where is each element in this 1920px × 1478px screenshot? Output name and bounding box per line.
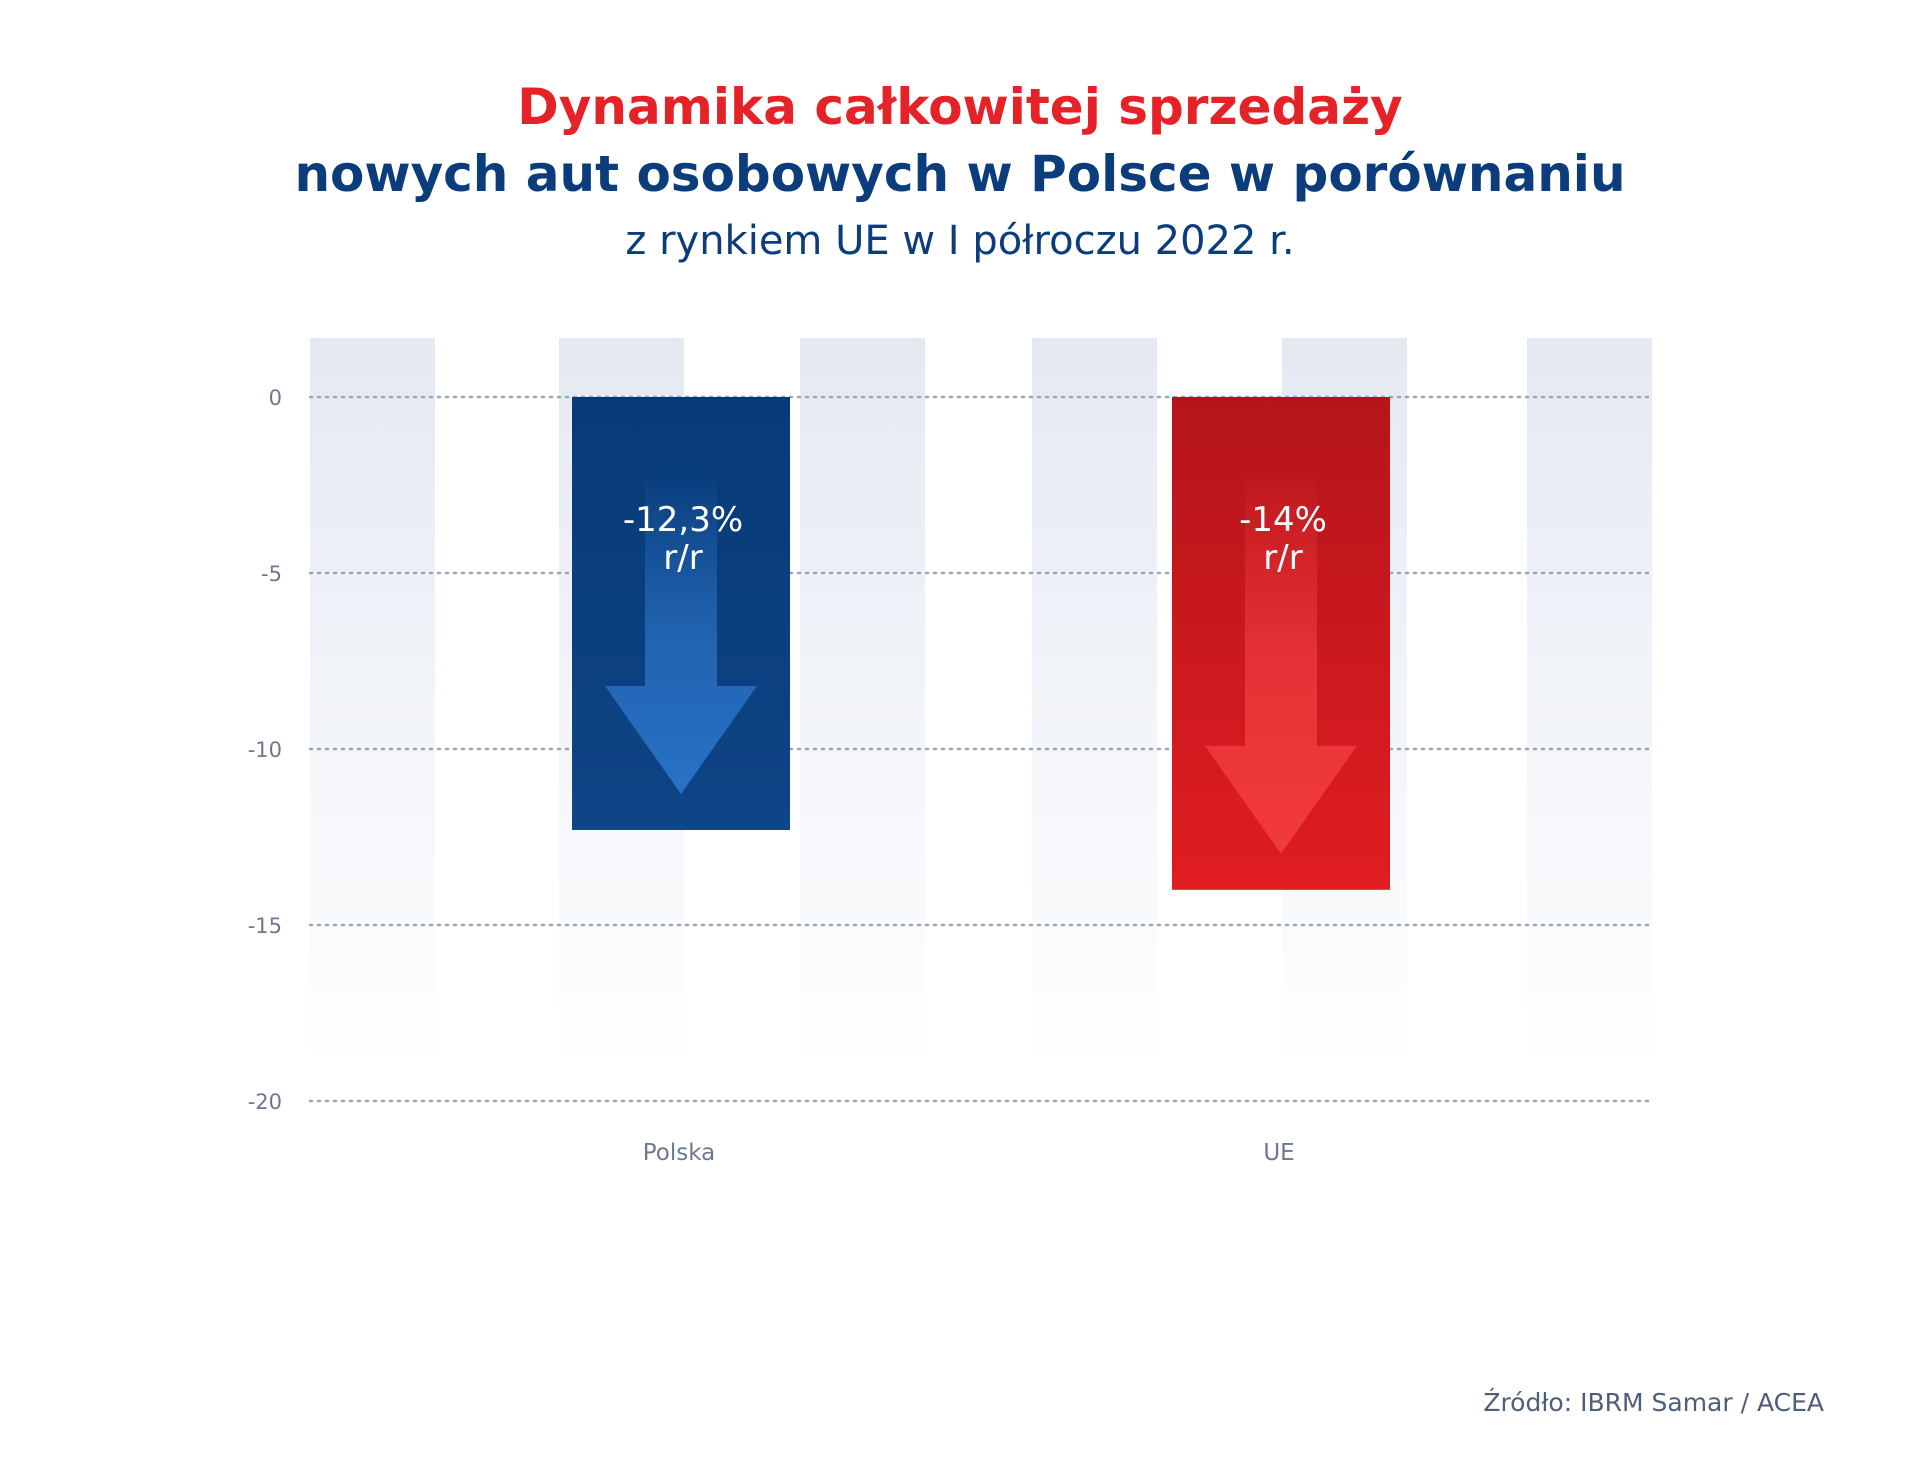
y-tick-label: -5	[261, 562, 282, 586]
chart-title-line2: nowych aut osobowych w Polsce w porównan…	[294, 145, 1626, 203]
down-arrow-icon	[605, 467, 757, 794]
background-stripe-3	[800, 338, 925, 1068]
y-axis: 0 -5 -10 -15 -20	[248, 386, 282, 1114]
background-stripe-4	[1032, 338, 1157, 1068]
data-label: -14%	[1239, 500, 1327, 540]
data-label: r/r	[1263, 538, 1302, 578]
source-note: Źródło: IBRM Samar / ACEA	[1483, 1388, 1824, 1417]
data-label: -12,3%	[623, 500, 743, 540]
data-label: r/r	[663, 538, 702, 578]
x-tick-label: Polska	[643, 1140, 716, 1166]
y-tick-label: -20	[248, 1090, 282, 1114]
gridlines	[308, 395, 1655, 1103]
chart-subtitle: z rynkiem UE w I półroczu 2022 r.	[625, 218, 1295, 264]
y-tick-label: 0	[269, 386, 282, 410]
bar-group-polska: -12,3%r/r	[572, 397, 790, 830]
background-stripe-6	[1527, 338, 1652, 1068]
x-tick-label: UE	[1263, 1140, 1294, 1166]
background-stripe-1	[310, 338, 435, 1068]
chart-title: Dynamika całkowitej sprzedaży	[517, 78, 1403, 136]
y-tick-label: -10	[248, 738, 282, 762]
down-arrow-icon	[1205, 467, 1357, 854]
background-stripes	[310, 338, 1652, 1068]
y-tick-label: -15	[248, 914, 282, 938]
bar-group-ue: -14%r/r	[1172, 397, 1390, 890]
bars: -12,3%r/r-14%r/r	[572, 397, 1390, 890]
x-axis: Polska UE	[643, 1140, 1295, 1166]
